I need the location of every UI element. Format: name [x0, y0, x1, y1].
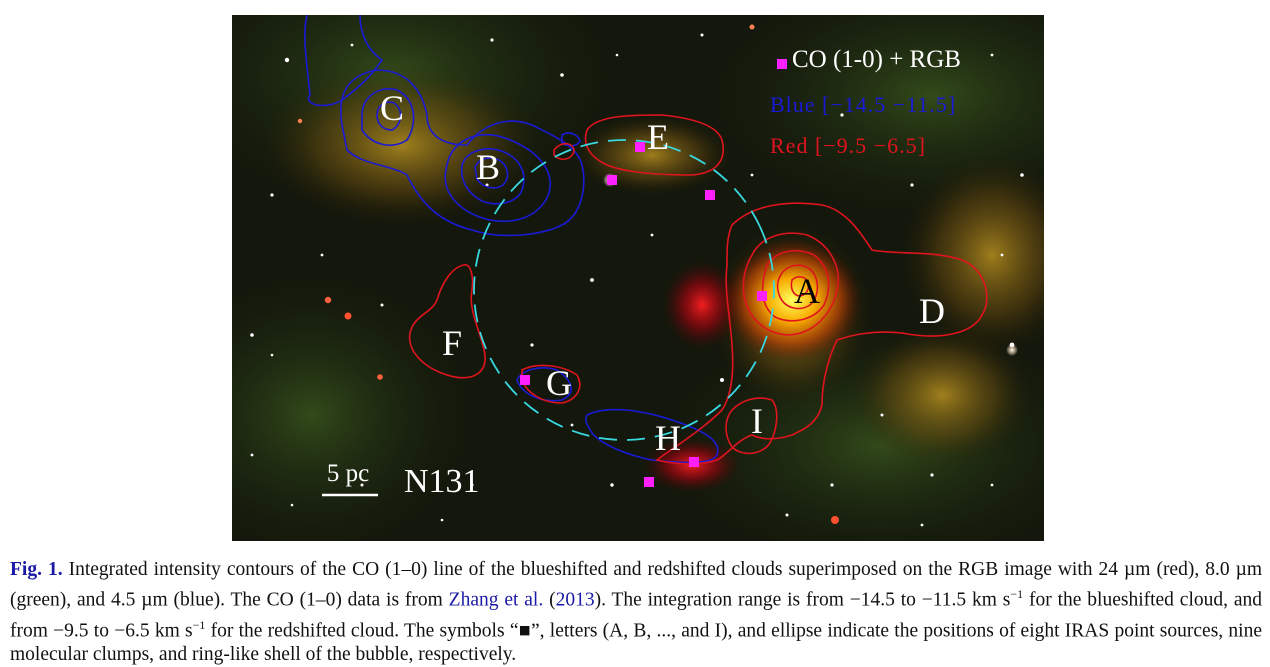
clump-label-d: D	[919, 291, 945, 331]
clump-label-b: B	[476, 147, 500, 187]
clump-label-i: I	[751, 401, 763, 441]
clump-label-f: F	[442, 323, 462, 363]
hot-region	[662, 260, 742, 350]
nebula-glow	[852, 325, 1032, 465]
citation-year[interactable]: 2013	[555, 589, 595, 611]
figure-image: A B C D E F G H I CO (1-0) + RGB Blue [−…	[232, 15, 1044, 541]
iras-source-marker	[757, 291, 767, 301]
nebula-glow	[232, 275, 472, 541]
red-stars	[297, 24, 839, 524]
citation-open: (	[543, 589, 556, 611]
exponent: −1	[192, 617, 206, 632]
citation-authors[interactable]: Zhang et al.	[448, 589, 544, 611]
clump-label-h: H	[655, 418, 681, 458]
caption-text: Integrated intensity contours of the CO …	[10, 559, 1262, 611]
nebula-glow	[902, 155, 1044, 355]
iras-markers	[520, 142, 767, 487]
object-name: N131	[404, 463, 480, 500]
blue-contours	[304, 15, 719, 464]
clump-label-c: C	[380, 88, 404, 128]
figure-caption: Fig. 1. Integrated intensity contours of…	[10, 558, 1262, 667]
iras-source-marker	[635, 142, 645, 152]
caption-text: for the redshifted cloud. The symbols “■…	[10, 620, 1262, 665]
iras-source-marker	[520, 375, 530, 385]
caption-text: for the blueshifted cloud, and from −9.5…	[10, 589, 1263, 642]
legend-marker-text: CO (1-0) + RGB	[792, 46, 961, 73]
iras-source-marker	[705, 190, 715, 200]
star-field	[250, 33, 1024, 527]
clump-label-e: E	[647, 117, 669, 157]
red-contours	[408, 114, 988, 465]
bubble-shell-ellipse	[473, 139, 775, 441]
legend-red-text: Red [−9.5 −6.5]	[770, 133, 926, 158]
clump-label-a: A	[794, 271, 820, 311]
legend-blue-text: Blue [−14.5 −11.5]	[770, 92, 956, 117]
iras-source-marker	[644, 477, 654, 487]
figure-label[interactable]: Fig. 1.	[10, 559, 63, 580]
exponent: −1	[1010, 587, 1024, 601]
iras-source-marker	[607, 175, 617, 185]
iras-source-marker	[689, 457, 699, 467]
caption-text: ). The integration range is from −14.5 t…	[594, 589, 1011, 611]
legend-marker-icon	[777, 59, 787, 69]
bright-star	[1006, 344, 1018, 356]
clump-label-g: G	[546, 363, 572, 403]
hot-region	[722, 238, 862, 362]
scalebar-label: 5 pc	[327, 460, 369, 487]
